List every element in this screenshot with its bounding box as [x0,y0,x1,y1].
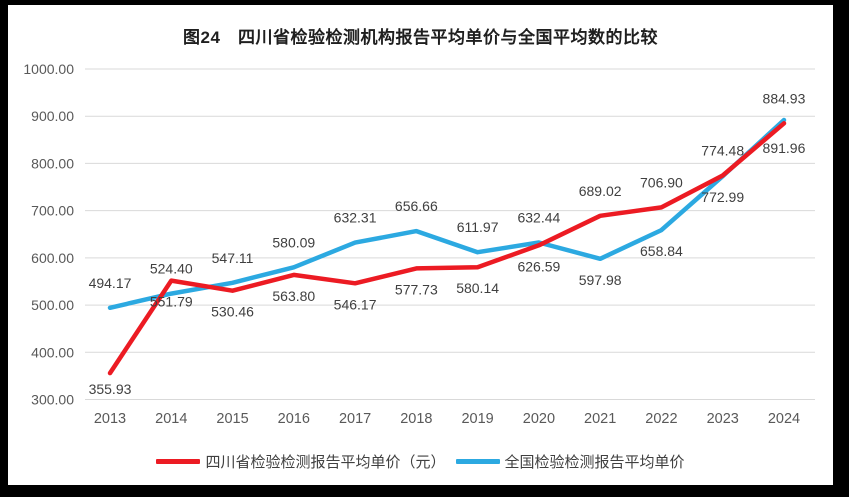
y-axis-tick-label: 400.00 [31,344,74,360]
data-label: 632.44 [517,210,560,226]
y-axis-tick-label: 800.00 [31,155,74,171]
x-axis-tick-label: 2015 [216,411,248,427]
legend-label: 全国检验检测报告平均单价 [504,454,685,471]
x-axis-tick-label: 2021 [584,411,616,427]
data-label: 546.17 [334,296,377,312]
y-axis-tick-label: 300.00 [31,392,74,408]
series-line-sichuan [107,121,787,376]
x-axis-tick-label: 2017 [339,411,371,427]
x-axis-tick-label: 2014 [155,411,187,427]
chart-page: 图24 四川省检验检测机构报告平均单价与全国平均数的比较 300.00 400.0… [8,5,833,485]
line-chart: 300.00 400.00 500.00 600.00 700.00 800.00 900.… [23,61,815,427]
data-label: 689.02 [579,183,622,199]
y-axis-tick-label: 500.00 [31,297,74,313]
data-label: 626.59 [517,258,560,274]
data-label: 530.46 [211,304,254,320]
x-axis-tick-label: 2022 [645,411,677,427]
data-label: 547.11 [212,250,254,266]
x-axis-tick-label: 2024 [768,411,800,427]
y-axis-tick-label: 1000.00 [23,61,74,77]
x-axis-tick-label: 2018 [400,411,432,427]
x-axis-tick-label: 2016 [278,411,310,427]
data-label: 577.73 [395,281,438,297]
x-axis-tick-label: 2020 [523,411,555,427]
series-line-national [107,117,787,311]
data-label: 884.93 [763,90,806,106]
data-label: 774.48 [701,142,744,158]
legend-item-national: 全国检验检测报告平均单价 [455,451,685,472]
legend-label: 四川省检验检测报告平均单价（元） [205,454,446,471]
data-label: 580.09 [272,234,315,250]
data-label: 632.31 [334,210,377,226]
legend-line-swatch [156,459,201,464]
data-label: 891.96 [763,140,806,156]
x-axis-tick-label: 2023 [707,411,739,427]
legend-line-swatch [455,459,500,464]
data-label: 524.40 [150,261,193,277]
chart-title: 图24 四川省检验检测机构报告平均单价与全国平均数的比较 [183,28,658,47]
data-label: 580.14 [456,280,499,296]
data-label: 656.66 [395,198,438,214]
y-axis-tick-label: 900.00 [31,108,74,124]
data-label: 551.79 [150,294,193,310]
data-label: 658.84 [640,243,683,259]
data-label: 355.93 [89,381,132,397]
data-label: 772.99 [701,189,744,205]
y-axis-tick-label: 600.00 [31,250,74,266]
data-label: 611.97 [457,219,499,235]
legend-item-sichuan: 四川省检验检测报告平均单价（元） [156,451,446,472]
chart-legend: 四川省检验检测报告平均单价（元） 全国检验检测报告平均单价 [8,451,833,472]
data-label: 706.90 [640,174,683,190]
y-axis-tick-label: 700.00 [31,203,74,219]
data-label: 494.17 [89,275,132,291]
data-label: 563.80 [272,288,315,304]
data-label: 597.98 [579,272,622,288]
x-axis-tick-label: 2019 [461,411,493,427]
x-axis-tick-label: 2013 [94,411,126,427]
